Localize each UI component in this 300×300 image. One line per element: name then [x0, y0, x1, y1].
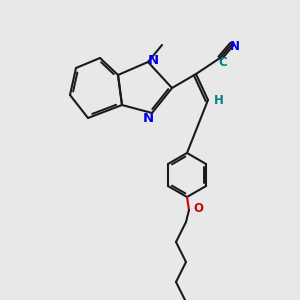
Text: C: C	[219, 56, 227, 70]
Text: O: O	[193, 202, 203, 215]
Text: H: H	[214, 94, 224, 107]
Text: N: N	[230, 40, 240, 53]
Text: N: N	[142, 112, 154, 124]
Text: N: N	[147, 55, 159, 68]
